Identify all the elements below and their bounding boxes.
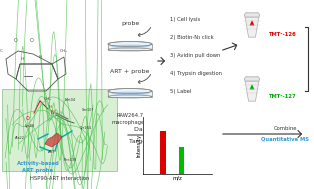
Text: 5) Label: 5) Label [170,88,191,94]
Text: Target validation: Target validation [129,139,181,143]
Text: O: O [14,39,18,43]
Polygon shape [250,84,254,89]
Text: O: O [30,39,34,43]
Text: Quantitative MS: Quantitative MS [261,136,309,142]
Text: ART + probe: ART + probe [110,68,150,74]
X-axis label: m/z: m/z [172,175,182,180]
Text: TMT²-126: TMT²-126 [268,32,296,36]
Text: Activity-based
ART probe: Activity-based ART probe [17,161,59,173]
Polygon shape [245,81,259,101]
Polygon shape [244,77,260,81]
FancyBboxPatch shape [2,89,117,171]
Ellipse shape [108,88,152,94]
Text: 1) Cell lysis: 1) Cell lysis [170,16,200,22]
Text: RAW264.7
macrophages: RAW264.7 macrophages [112,113,148,125]
Polygon shape [244,13,260,17]
Text: N: N [50,111,54,115]
Ellipse shape [246,12,258,14]
Y-axis label: Intensity: Intensity [137,134,142,157]
Text: H: H [20,57,24,61]
Text: O: O [26,116,30,122]
Text: HSP90-ART interaction: HSP90-ART interaction [30,177,90,181]
Text: CH₃: CH₃ [44,97,52,101]
Text: H₃C: H₃C [0,49,4,53]
Bar [179,147,184,174]
Ellipse shape [111,45,149,48]
Text: TMT²-127: TMT²-127 [268,94,295,99]
Text: Phe138: Phe138 [63,158,77,162]
Text: probe: probe [121,22,139,26]
Text: Met04: Met04 [64,98,76,102]
Text: Lys88: Lys88 [25,124,35,128]
Text: 2) Biotin-N₃ click: 2) Biotin-N₃ click [170,35,214,40]
Text: Ser107: Ser107 [82,108,94,112]
Text: Ala22: Ala22 [15,136,25,140]
Polygon shape [250,20,254,26]
Ellipse shape [108,42,152,46]
Text: CH₃: CH₃ [60,49,68,53]
Ellipse shape [246,77,258,78]
Text: Data Analysis: Data Analysis [133,126,176,132]
Text: Tyr164: Tyr164 [79,126,91,130]
Text: 3) Avidin pull down: 3) Avidin pull down [170,53,220,57]
Polygon shape [45,133,62,147]
Ellipse shape [111,92,149,95]
Polygon shape [245,17,259,37]
Text: H: H [38,55,42,59]
FancyBboxPatch shape [108,91,152,97]
Text: 4) Trypsin digestion: 4) Trypsin digestion [170,70,222,75]
Bar [160,131,166,174]
FancyBboxPatch shape [108,44,152,50]
Text: H: H [49,105,51,109]
Text: Combine: Combine [273,126,297,132]
Text: ART: ART [48,150,56,154]
